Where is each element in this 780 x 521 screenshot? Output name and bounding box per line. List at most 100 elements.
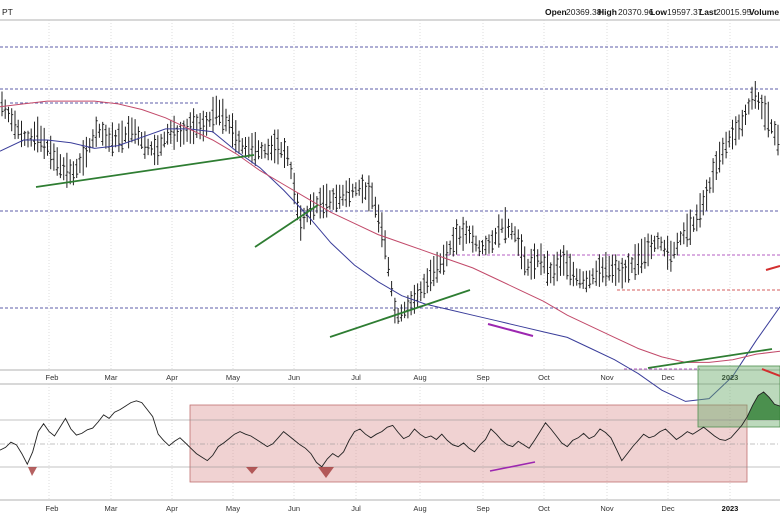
price-bar <box>321 185 325 219</box>
price-bar <box>523 246 527 276</box>
price-bar <box>114 129 118 148</box>
price-bar <box>744 104 747 125</box>
price-bar <box>386 257 390 277</box>
lower-gridlines <box>48 384 731 500</box>
price-bar <box>666 235 670 270</box>
price-bar <box>33 121 36 151</box>
price-bar <box>234 120 238 153</box>
price-bar <box>231 113 234 148</box>
x-label-jul: Jul <box>351 373 361 382</box>
price-bar <box>211 96 215 133</box>
lx-label-nov: Nov <box>600 504 614 513</box>
x-label-oct: Oct <box>538 373 551 382</box>
price-bar <box>403 301 407 319</box>
price-bar <box>760 94 764 120</box>
price-bar <box>198 113 202 140</box>
price-bar <box>776 124 780 156</box>
price-bar <box>451 227 455 257</box>
price-bar <box>195 114 199 138</box>
price-bar <box>546 250 549 286</box>
price-bar <box>562 245 566 276</box>
price-bar <box>559 249 562 276</box>
price-bar <box>338 184 342 209</box>
price-bar <box>662 239 666 257</box>
price-bar <box>507 218 510 238</box>
last-label: Last <box>699 7 717 17</box>
trendline-may <box>254 204 319 248</box>
price-bar <box>318 187 322 219</box>
price-bar <box>279 142 283 158</box>
price-bar <box>646 233 650 267</box>
price-bar <box>188 112 192 144</box>
price-bar <box>597 254 601 287</box>
price-bar <box>649 234 653 260</box>
ma-long-line <box>0 100 780 363</box>
price-bar <box>620 257 624 289</box>
price-bar <box>701 190 705 216</box>
price-bar <box>367 175 371 212</box>
price-bar <box>766 101 770 138</box>
price-bar <box>0 91 4 117</box>
price-bar <box>429 259 433 292</box>
price-bar <box>214 95 218 125</box>
price-bar <box>494 227 497 245</box>
price-bar <box>584 270 588 293</box>
lower-axis-labels: Feb Mar Apr May Jun Jul Aug Sep Oct Nov … <box>46 504 739 513</box>
price-bar <box>724 131 728 159</box>
price-bar <box>341 184 345 206</box>
price-bar <box>458 225 462 245</box>
x-label-aug: Aug <box>413 373 426 382</box>
price-bar <box>347 178 351 207</box>
price-bar <box>94 116 98 147</box>
lx-label-mar: Mar <box>105 504 118 513</box>
lx-label-apr: Apr <box>166 504 178 513</box>
price-bar <box>643 237 647 269</box>
price-bar <box>68 159 72 185</box>
price-bar <box>110 122 114 157</box>
ma-short-line <box>0 128 780 402</box>
price-bar <box>13 110 17 140</box>
price-bar <box>406 295 410 319</box>
open-value: 20369.38 <box>566 7 602 17</box>
price-bar <box>445 241 449 267</box>
price-bar <box>571 261 575 287</box>
pink-range-box <box>189 404 748 483</box>
price-bar <box>734 116 738 146</box>
price-bar <box>718 141 722 173</box>
support-trendlines <box>35 154 773 369</box>
price-bar <box>747 98 751 115</box>
high-value: 20370.96 <box>618 7 654 17</box>
price-bar <box>623 259 627 283</box>
x-label-dec: Dec <box>661 373 675 382</box>
price-bar <box>390 281 394 297</box>
price-bar <box>675 232 679 256</box>
price-bar <box>331 188 335 210</box>
price-bar <box>442 244 446 275</box>
price-bar <box>529 248 533 280</box>
price-bar <box>286 146 290 166</box>
price-bar <box>169 120 173 144</box>
x-label-sep: Sep <box>476 373 489 382</box>
price-bar <box>578 268 582 289</box>
lx-label-aug: Aug <box>413 504 426 513</box>
x-label-nov: Nov <box>600 373 614 382</box>
price-bar <box>305 205 309 223</box>
price-bar <box>393 297 397 324</box>
price-bar <box>653 235 657 252</box>
price-bar <box>604 252 608 287</box>
price-bar <box>474 235 478 252</box>
price-bar <box>448 240 452 255</box>
price-bar <box>75 158 79 178</box>
osc-divergence <box>489 461 536 472</box>
price-bar <box>3 99 7 119</box>
price-bar <box>630 257 634 273</box>
price-bar <box>127 116 131 149</box>
price-bar <box>607 256 611 281</box>
price-bar <box>296 193 299 221</box>
open-label: Open <box>545 7 567 17</box>
price-bar <box>146 138 150 156</box>
x-label-mar: Mar <box>105 373 118 382</box>
price-bar <box>260 142 264 159</box>
oscillator-line <box>0 391 780 468</box>
price-bar <box>575 268 579 286</box>
